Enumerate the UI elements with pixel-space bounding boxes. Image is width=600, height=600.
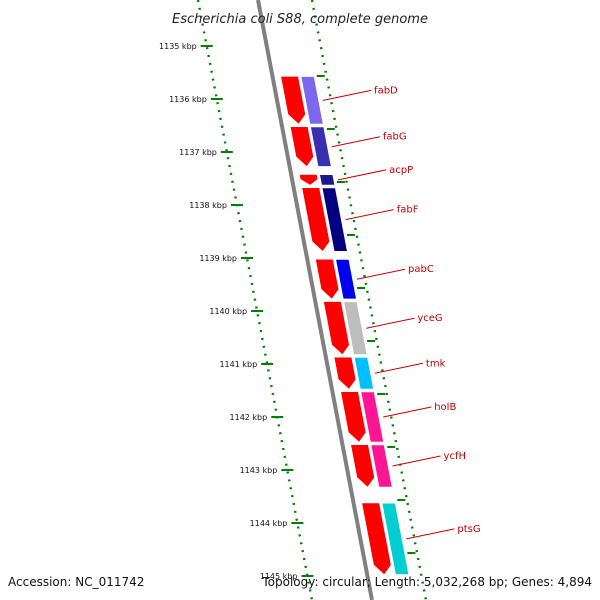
cds-arrow-pabC — [314, 258, 340, 301]
gene-block-tmk — [352, 356, 375, 391]
gene-label-ycfH[interactable]: ycfH — [444, 451, 466, 462]
kbp-tick-label: 1135 kbp — [159, 42, 197, 51]
cds-arrow-ycfH — [349, 444, 376, 489]
gene-label-holB[interactable]: holB — [434, 402, 456, 413]
cds-track — [279, 75, 392, 576]
accession-text: Accession: NC_011742 — [8, 575, 144, 589]
kbp-tick-label: 1138 kbp — [189, 201, 227, 210]
gene-block-yceG — [342, 300, 369, 356]
kbp-tick-label: 1141 kbp — [219, 360, 257, 369]
gene-label-tmk[interactable]: tmk — [426, 358, 446, 369]
kbp-tick-label: 1142 kbp — [230, 413, 268, 422]
gene-label-ptsG[interactable]: ptsG — [457, 524, 480, 535]
gene-block-pabC — [334, 258, 358, 301]
gene-track — [299, 75, 411, 576]
gene-label-leader — [331, 136, 380, 148]
cds-arrow-yceG — [322, 300, 351, 356]
gene-label-fabG[interactable]: fabG — [383, 132, 407, 143]
kbp-tick-label: 1136 kbp — [169, 95, 207, 104]
gene-label-leader — [406, 528, 455, 540]
gc-dots-left — [196, 0, 314, 600]
kbp-tick-label: 1139 kbp — [199, 254, 237, 263]
kbp-ruler: 1135 kbp 1136 kbp 1137 kbp 1138 kbp 1139 kbp… — [159, 42, 416, 581]
gene-label-pabC[interactable]: pabC — [408, 264, 434, 275]
gene-label-leader — [338, 169, 387, 181]
map-title: Escherichia coli S88, complete genome — [172, 12, 428, 27]
genome-backbone — [256, 0, 374, 600]
gene-label-leader — [322, 89, 372, 101]
gene-label-leader — [356, 268, 406, 280]
cds-arrow-fabF — [301, 186, 331, 253]
gene-label-leader — [392, 455, 441, 467]
gene-label-yceG[interactable]: yceG — [417, 313, 442, 324]
gene-block-fabF — [320, 186, 349, 253]
kbp-tick-label: 1144 kbp — [250, 519, 288, 528]
gene-label-leader — [383, 406, 432, 418]
cds-arrow-fabD — [279, 75, 307, 126]
gene-block-ptsG — [380, 502, 411, 576]
cds-arrow-tmk — [333, 356, 357, 391]
kbp-tick-label: 1140 kbp — [209, 307, 247, 316]
gene-label-leader — [345, 209, 394, 221]
cds-arrow-acpP — [298, 173, 319, 187]
gene-label-acpP[interactable]: acpP — [389, 165, 413, 176]
kbp-tick-label: 1145 kbp — [260, 572, 298, 581]
gene-block-fabD — [299, 75, 325, 126]
cds-arrow-ptsG — [360, 502, 392, 576]
gene-labels: fabD fabG acpP fabF pabC yceG tmk holB ycfH ptsG — [322, 85, 481, 540]
cds-arrow-holB — [339, 391, 367, 444]
gene-block-ycfH — [369, 443, 394, 489]
gene-block-fabG — [309, 125, 333, 168]
gene-label-fabF[interactable]: fabF — [397, 205, 419, 216]
kbp-tick-label: 1137 kbp — [179, 148, 217, 157]
gene-label-leader — [374, 362, 424, 374]
cds-arrow-fabG — [289, 126, 315, 168]
gene-block-holB — [359, 390, 385, 444]
gene-block-acpP — [318, 173, 337, 187]
kbp-tick-label: 1143 kbp — [240, 466, 278, 475]
genome-summary-text: Topology: circular; Length: 5,032,268 bp… — [261, 575, 592, 589]
backbone-line — [256, 0, 374, 600]
gc-content-dots — [196, 0, 428, 600]
gene-label-fabD[interactable]: fabD — [374, 85, 398, 96]
gc-dots-right — [310, 0, 428, 600]
gene-label-leader — [366, 317, 415, 329]
